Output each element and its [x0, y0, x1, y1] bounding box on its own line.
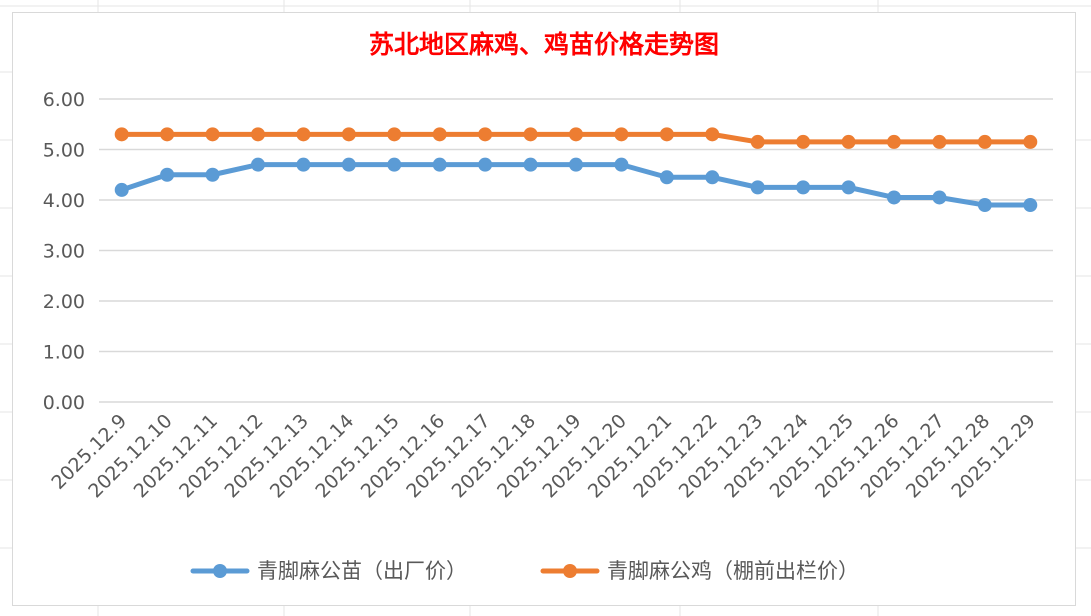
- data-point: [614, 157, 629, 172]
- data-point: [841, 180, 856, 195]
- legend-item: 青脚麻公苗（出厂价）: [190, 559, 467, 583]
- data-point: [887, 190, 901, 205]
- chart-title: 苏北地区麻鸡、鸡苗价格走势图: [369, 30, 719, 59]
- data-point: [523, 127, 538, 142]
- data-point: [478, 157, 493, 172]
- y-gridlines: [99, 98, 1053, 403]
- data-point: [114, 182, 129, 197]
- chart-frame: 苏北地区麻鸡、鸡苗价格走势图 0.00 1.00 2.00 3.00 4.00 5.00 6…: [12, 12, 1076, 606]
- data-point: [432, 127, 447, 142]
- data-point: [296, 157, 311, 172]
- y-tick-label: 6.00: [43, 89, 85, 111]
- series-lines: [114, 127, 1038, 213]
- legend-label: 青脚麻公苗（出厂价）: [257, 559, 467, 583]
- data-point: [251, 157, 265, 172]
- y-tick-label: 5.00: [43, 140, 85, 162]
- data-point: [659, 170, 674, 185]
- data-point: [160, 167, 175, 182]
- data-point: [932, 190, 947, 205]
- data-point: [1023, 198, 1038, 213]
- data-point: [705, 170, 720, 185]
- y-tick-label: 3.00: [43, 241, 85, 263]
- data-point: [432, 157, 447, 172]
- data-point: [750, 180, 765, 195]
- legend-marker: [563, 564, 577, 578]
- data-point: [478, 127, 493, 142]
- legend-marker: [213, 564, 227, 578]
- data-point: [569, 127, 583, 142]
- data-point: [887, 134, 901, 149]
- data-point: [387, 157, 402, 172]
- data-point: [160, 127, 175, 142]
- data-point: [932, 134, 947, 149]
- data-point: [569, 157, 583, 172]
- series-1: [114, 157, 1038, 213]
- data-point: [296, 127, 311, 142]
- data-point: [1023, 134, 1038, 149]
- data-point: [977, 134, 992, 149]
- data-point: [750, 134, 765, 149]
- data-point: [796, 134, 811, 149]
- data-point: [205, 167, 220, 182]
- y-tick-label: 2.00: [43, 291, 85, 313]
- y-tick-label: 0.00: [43, 392, 85, 414]
- data-point: [705, 127, 720, 142]
- y-axis-ticks: 0.00 1.00 2.00 3.00 4.00 5.00 6.00: [43, 89, 85, 414]
- data-point: [341, 157, 356, 172]
- data-point: [205, 127, 220, 142]
- y-tick-label: 1.00: [43, 342, 85, 364]
- line-chart: 苏北地区麻鸡、鸡苗价格走势图 0.00 1.00 2.00 3.00 4.00 5.00 6…: [43, 30, 1053, 583]
- data-point: [387, 127, 402, 142]
- series-2: [114, 127, 1038, 149]
- data-point: [523, 157, 538, 172]
- data-point: [614, 127, 629, 142]
- data-point: [659, 127, 674, 142]
- data-point: [841, 134, 856, 149]
- data-point: [977, 198, 992, 213]
- legend-label: 青脚麻公鸡（棚前出栏价）: [607, 559, 859, 583]
- data-point: [341, 127, 356, 142]
- data-point: [251, 127, 265, 142]
- y-tick-label: 4.00: [43, 190, 85, 212]
- data-point: [796, 180, 811, 195]
- legend: 青脚麻公苗（出厂价） 青脚麻公鸡（棚前出栏价）: [190, 559, 859, 583]
- x-axis-ticks: 2025.12.92025.12.102025.12.112025.12.122…: [47, 410, 1040, 502]
- data-point: [114, 127, 129, 142]
- legend-item: 青脚麻公鸡（棚前出栏价）: [540, 559, 859, 583]
